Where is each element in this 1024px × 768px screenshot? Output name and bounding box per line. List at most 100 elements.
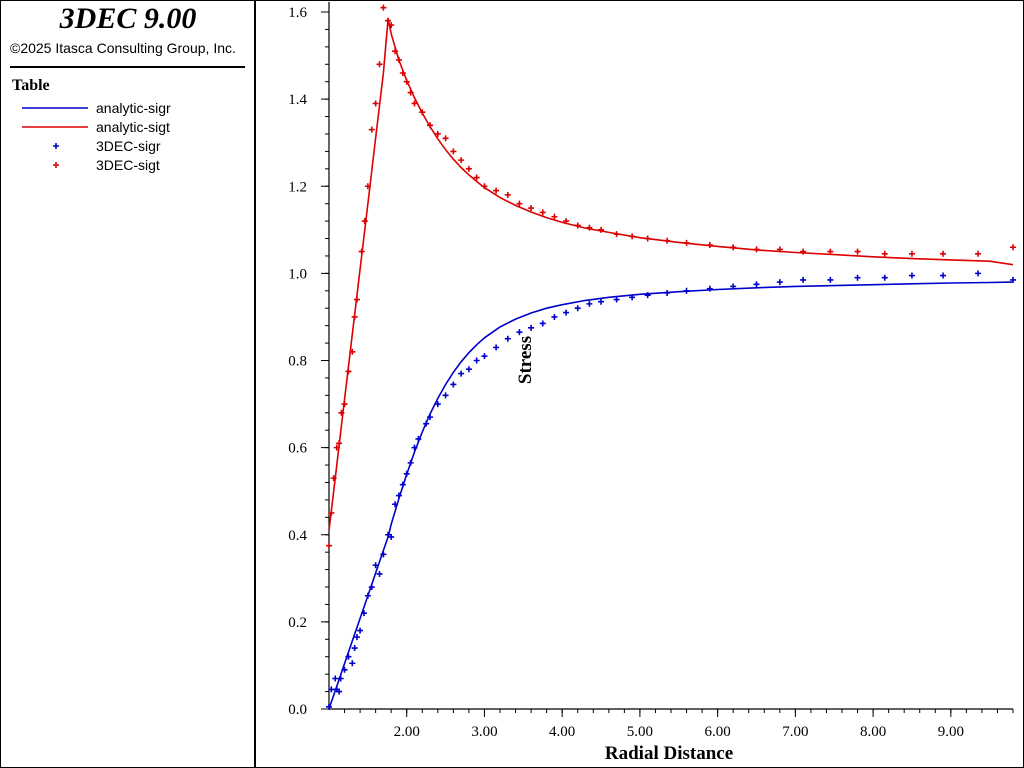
series-3dec-sigr-point	[776, 279, 783, 286]
series-3dec-sigr-point	[395, 492, 402, 499]
series-3dec-sigr-point	[357, 627, 364, 634]
y-axis-title: Stress	[515, 336, 536, 384]
series-3dec-sigr-point	[465, 366, 472, 373]
series-3dec-sigt-point	[328, 509, 335, 516]
series-3dec-sigr-point	[753, 281, 760, 288]
legend-entry-analytic-sigt: analytic-sigt	[20, 118, 250, 136]
series-3dec-sigr-point	[800, 276, 807, 283]
series-3dec-sigr-point	[854, 274, 861, 281]
series-3dec-sigr-point	[360, 610, 367, 617]
series-3dec-sigt-point	[493, 187, 500, 194]
series-3dec-sigr-point	[364, 592, 371, 599]
series-3dec-sigr-point	[326, 703, 332, 710]
series-3dec-sigt-point	[427, 122, 434, 129]
series-3dec-sigt-point	[333, 444, 340, 451]
series-3dec-sigt-point	[563, 218, 570, 225]
series-3dec-sigt-point	[1010, 244, 1016, 251]
series-3dec-sigt-point	[800, 248, 807, 255]
series-3dec-sigr-point	[332, 675, 339, 682]
series-3dec-sigr-point	[644, 292, 651, 299]
series-3dec-sigr-point	[481, 353, 488, 360]
legend-swatch-plus-blue	[53, 143, 59, 149]
series-3dec-sigt-point	[975, 250, 982, 257]
x-tick-label: 3.00	[471, 724, 497, 740]
series-3dec-sigr-point	[385, 531, 392, 538]
series-analytic-sigt	[328, 18, 1014, 531]
legend-entry-3dec-sigr: 3DEC-sigr	[20, 137, 250, 155]
series-3dec-sigr-point	[372, 562, 379, 569]
series-3dec-sigr-point	[380, 551, 387, 558]
series-3dec-sigr-point	[392, 501, 399, 508]
y-tick-label: 1.4	[288, 92, 307, 108]
series-3dec-sigr-point	[349, 660, 356, 667]
series-3dec-sigt-point	[827, 248, 834, 255]
y-tick-label: 0.2	[288, 615, 307, 631]
series-3dec-sigr-point	[407, 459, 414, 466]
series-3dec-sigr-point	[473, 357, 480, 364]
series-3dec-sigr-point	[586, 300, 593, 307]
series-3dec-sigt-point	[683, 239, 690, 246]
series-3dec-sigr-point	[563, 309, 570, 316]
series-3dec-sigr-point	[881, 274, 888, 281]
legend-swatch-plus-red	[53, 162, 59, 168]
legend-label: 3DEC-sigr	[96, 138, 161, 154]
series-3dec-sigt-point	[330, 475, 337, 482]
y-tick-label: 0.0	[288, 702, 307, 718]
legend-label: analytic-sigr	[96, 100, 171, 116]
series-3dec-sigt-point	[598, 226, 605, 233]
legend-entry-analytic-sigr: analytic-sigr	[20, 99, 250, 117]
series-3dec-sigr-point	[434, 401, 441, 408]
x-tick-label: 2.00	[394, 724, 420, 740]
title-divider	[10, 66, 245, 68]
series-3dec-sigt-point	[450, 148, 457, 155]
series-3dec-sigt-point	[753, 246, 760, 253]
series-3dec-sigr-point	[376, 570, 383, 577]
series-3dec-sigr-point	[629, 294, 636, 301]
y-tick-label: 1.0	[288, 266, 307, 282]
series-3dec-sigt-point	[351, 313, 358, 320]
series-3dec-sigt-point	[664, 237, 671, 244]
series-analytic-sigr-line	[328, 281, 1014, 710]
series-3dec-sigr-point	[423, 420, 430, 427]
series-3dec-sigt-point	[372, 100, 379, 107]
series-3dec-sigr-point	[504, 335, 511, 342]
series-3dec-sigt-point	[403, 78, 410, 85]
series-3dec-sigt-point	[419, 109, 426, 116]
plot-axes: 0.0 0.2 0.4 0.6 0.8 1.0 1.2 1.4 1.6 2.00 3.00 4.00 5…	[288, 2, 1014, 740]
series-3dec-sigt-point	[345, 368, 352, 375]
series-3dec-sigr-point	[598, 298, 605, 305]
series-3dec-sigr-point	[1010, 276, 1016, 283]
series-3dec-sigt-point	[380, 4, 387, 11]
series-3dec-sigt-point	[706, 242, 713, 249]
series-3dec-sigt-point	[730, 244, 737, 251]
series-3dec-sigt-point	[908, 250, 915, 257]
app-title: 3DEC 9.00	[59, 2, 197, 35]
series-3dec-sigt-point	[613, 231, 620, 238]
series-3dec-sigt-point	[574, 222, 581, 229]
series-3dec-sigt-point	[353, 296, 360, 303]
series-3dec-sigt-point	[516, 200, 523, 207]
series-3dec-sigr-point	[683, 287, 690, 294]
legend-panel: 3DEC 9.00 ©2025 Itasca Consulting Group,…	[0, 0, 256, 768]
series-3dec-sigr-point	[528, 324, 535, 331]
series-3dec-sigr-point	[827, 276, 834, 283]
y-tick-label: 1.6	[288, 5, 307, 21]
y-tick-label: 0.4	[288, 528, 307, 544]
series-3dec-sigt-point	[358, 248, 365, 255]
series-3dec-sigt-point	[442, 135, 449, 142]
series-3dec-sigt-point	[407, 89, 414, 96]
series-3dec-sigt-point	[504, 191, 511, 198]
y-tick-label: 0.6	[288, 441, 307, 457]
series-3dec-sigr-point	[516, 329, 523, 336]
series-3dec-sigr-point	[940, 272, 947, 279]
series-3dec-sigt-point	[364, 183, 371, 190]
series-3dec-sigt-point	[392, 48, 399, 55]
series-3dec-sigt-point	[341, 401, 348, 408]
series-3dec-sigt-point	[349, 348, 356, 355]
series-3dec-sigt-point	[385, 17, 392, 24]
series-3dec-sigr-point	[664, 289, 671, 296]
series-3dec-sigt-point	[434, 130, 441, 137]
x-tick-label: 7.00	[782, 724, 808, 740]
series-3dec-sigr-point	[341, 666, 348, 673]
series-3dec-sigt-point	[481, 183, 488, 190]
